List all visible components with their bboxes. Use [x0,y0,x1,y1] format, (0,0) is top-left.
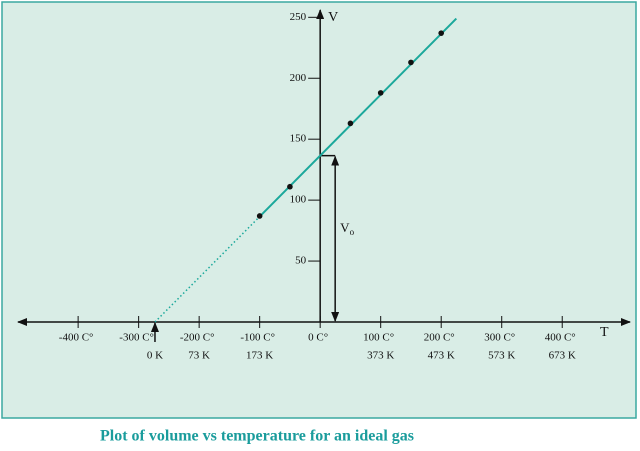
x-tick-label: 400 C° [545,332,576,344]
x-tick-label: -400 C° [59,332,94,344]
x-tick-label: -200 C° [180,332,215,344]
extrapolated-line [154,216,261,323]
data-point [438,30,445,36]
kelvin-label: 173 K [246,350,273,362]
data-point [287,183,293,190]
kelvin-label: 373 K [367,350,394,362]
data-point [347,120,354,127]
data-point [408,59,414,66]
y-tick-label: 200 [290,72,307,84]
x-tick-label: 200 C° [424,332,455,344]
x-axis-label: T [600,325,609,340]
data-point [377,90,384,96]
kelvin-label: 673 K [549,350,576,362]
kelvin-label: 473 K [428,350,455,362]
v0-label-sub: o [350,227,355,237]
x-tick-label: 0 C° [308,332,328,344]
kelvin-label: 573 K [488,350,515,362]
x-tick-label: 100 C° [363,332,394,344]
y-tick-label: 100 [290,194,307,206]
x-tick-label: -300 C° [119,332,154,344]
x-tick-label: 300 C° [484,332,515,344]
data-point [256,213,263,219]
y-axis-label: V [328,10,338,25]
x-tick-label: -100 C° [240,332,275,344]
y-tick-label: 50 [295,255,307,267]
y-tick-label: 150 [290,133,307,145]
y-tick-label: 250 [290,11,307,23]
v0-label: Vo [340,220,354,237]
caption: Plot of volume vs temperature for an ide… [100,428,414,445]
kelvin-label: 0 K [147,350,163,362]
kelvin-label: 73 K [188,350,210,362]
panel [1,1,637,419]
volume-line [258,17,458,218]
v0-label-main: V [340,220,350,235]
